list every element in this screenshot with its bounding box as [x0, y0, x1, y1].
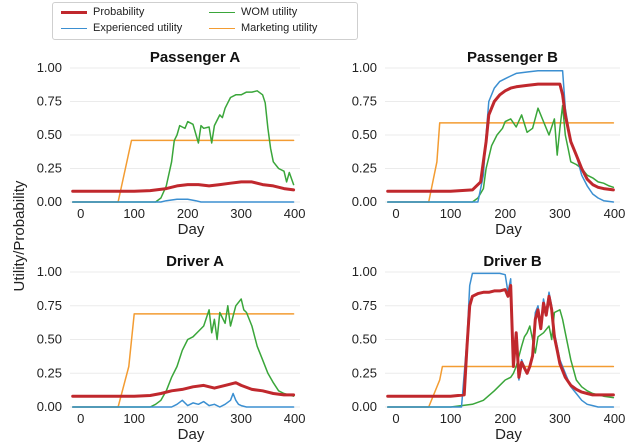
x-tick-label: 300	[230, 411, 252, 426]
x-axis-label: Day	[495, 221, 522, 238]
series-line-marketing-utility	[386, 365, 615, 408]
x-tick-label: 300	[549, 206, 571, 221]
x-tick-label: 200	[494, 206, 516, 221]
legend-label-experienced-utility: Experienced utility	[93, 22, 183, 34]
y-tick-label: 1.00	[352, 60, 377, 75]
legend-item-probability: Probability	[61, 6, 144, 18]
x-tick-label: 300	[549, 411, 571, 426]
series-line-wom-utility	[386, 104, 615, 203]
y-tick-label: 0.00	[352, 194, 377, 209]
x-axis-label: Day	[178, 426, 205, 443]
series-line-probability	[386, 284, 615, 398]
legend-label-marketing-utility: Marketing utility	[241, 22, 318, 34]
x-tick-label: 400	[604, 411, 626, 426]
x-tick-label: 400	[604, 206, 626, 221]
y-tick-label: 1.00	[37, 60, 62, 75]
y-tick-label: 0.25	[352, 161, 377, 176]
legend-item-marketing-utility: Marketing utility	[209, 22, 317, 34]
legend-label-probability: Probability	[93, 6, 145, 18]
shared-y-axis-label: Utility/Probability	[11, 180, 28, 291]
series-line-probability	[386, 82, 615, 193]
x-tick-label: 0	[77, 411, 84, 426]
x-tick-label: 100	[123, 411, 145, 426]
panel-0: Passenger A 0.00 0.25 0.50 0.75 1.00 0 100 200 30…	[37, 49, 306, 238]
series-line-experienced-utility	[71, 392, 295, 408]
x-tick-label: 300	[230, 206, 252, 221]
y-tick-label: 0.00	[352, 399, 377, 414]
legend-swatch-marketing-utility	[209, 27, 235, 29]
y-tick-label: 0.50	[37, 332, 62, 347]
y-tick-label: 0.75	[352, 298, 377, 313]
series-line-marketing-utility	[71, 313, 295, 408]
x-tick-label: 400	[284, 411, 306, 426]
x-tick-label: 200	[177, 206, 199, 221]
panels-group: Passenger A 0.00 0.25 0.50 0.75 1.00 0 100 200 30…	[37, 49, 626, 443]
series-line-wom-utility	[71, 90, 295, 203]
y-tick-label: 0.00	[37, 194, 62, 209]
legend-swatch-experienced-utility	[61, 27, 87, 29]
y-tick-label: 0.50	[37, 127, 62, 142]
legend-swatch-probability	[61, 10, 87, 14]
x-tick-label: 200	[177, 411, 199, 426]
y-tick-label: 0.25	[352, 365, 377, 380]
y-tick-label: 0.75	[37, 94, 62, 109]
series-line-probability	[71, 381, 296, 398]
series-line-experienced-utility	[71, 198, 295, 203]
x-tick-label: 200	[494, 411, 516, 426]
series-line-experienced-utility	[386, 272, 615, 408]
panel-2: Driver A 0.00 0.25 0.50 0.75 1.00 0 100 200 300 40…	[37, 253, 306, 443]
panel-title: Driver A	[166, 253, 224, 270]
y-tick-label: 1.00	[352, 264, 377, 279]
y-tick-label: 0.25	[37, 161, 62, 176]
legend-swatch-wom-utility	[209, 11, 235, 13]
y-tick-label: 1.00	[37, 264, 62, 279]
x-tick-label: 0	[392, 411, 399, 426]
panel-1: Passenger B 0.00 0.25 0.50 0.75 1.00 0 100 200 30…	[352, 49, 626, 238]
y-tick-label: 0.50	[352, 127, 377, 142]
x-tick-label: 100	[440, 206, 462, 221]
y-tick-label: 0.75	[37, 298, 62, 313]
series-line-wom-utility	[386, 309, 615, 408]
y-tick-label: 0.50	[352, 332, 377, 347]
y-tick-label: 0.00	[37, 399, 62, 414]
x-axis-label: Day	[495, 426, 522, 443]
x-axis-label: Day	[178, 221, 205, 238]
legend: Probability Experienced utility WOM util…	[52, 2, 358, 40]
legend-item-experienced-utility: Experienced utility	[61, 22, 182, 34]
x-tick-label: 100	[123, 206, 145, 221]
series-line-probability	[71, 180, 296, 193]
panel-3: Driver B 0.00 0.25 0.50 0.75 1.00 0 100 200 300 40…	[352, 253, 626, 443]
y-tick-label: 0.75	[352, 94, 377, 109]
series-line-experienced-utility	[386, 69, 615, 203]
series-line-wom-utility	[71, 298, 295, 408]
y-tick-label: 0.25	[37, 365, 62, 380]
x-tick-label: 0	[77, 206, 84, 221]
legend-item-wom-utility: WOM utility	[209, 6, 297, 18]
x-tick-label: 400	[284, 206, 306, 221]
panel-title: Passenger A	[150, 49, 240, 66]
x-tick-label: 100	[440, 411, 462, 426]
legend-label-wom-utility: WOM utility	[241, 6, 298, 18]
x-tick-label: 0	[392, 206, 399, 221]
panel-title: Passenger B	[467, 49, 558, 66]
panel-title: Driver B	[483, 253, 542, 270]
